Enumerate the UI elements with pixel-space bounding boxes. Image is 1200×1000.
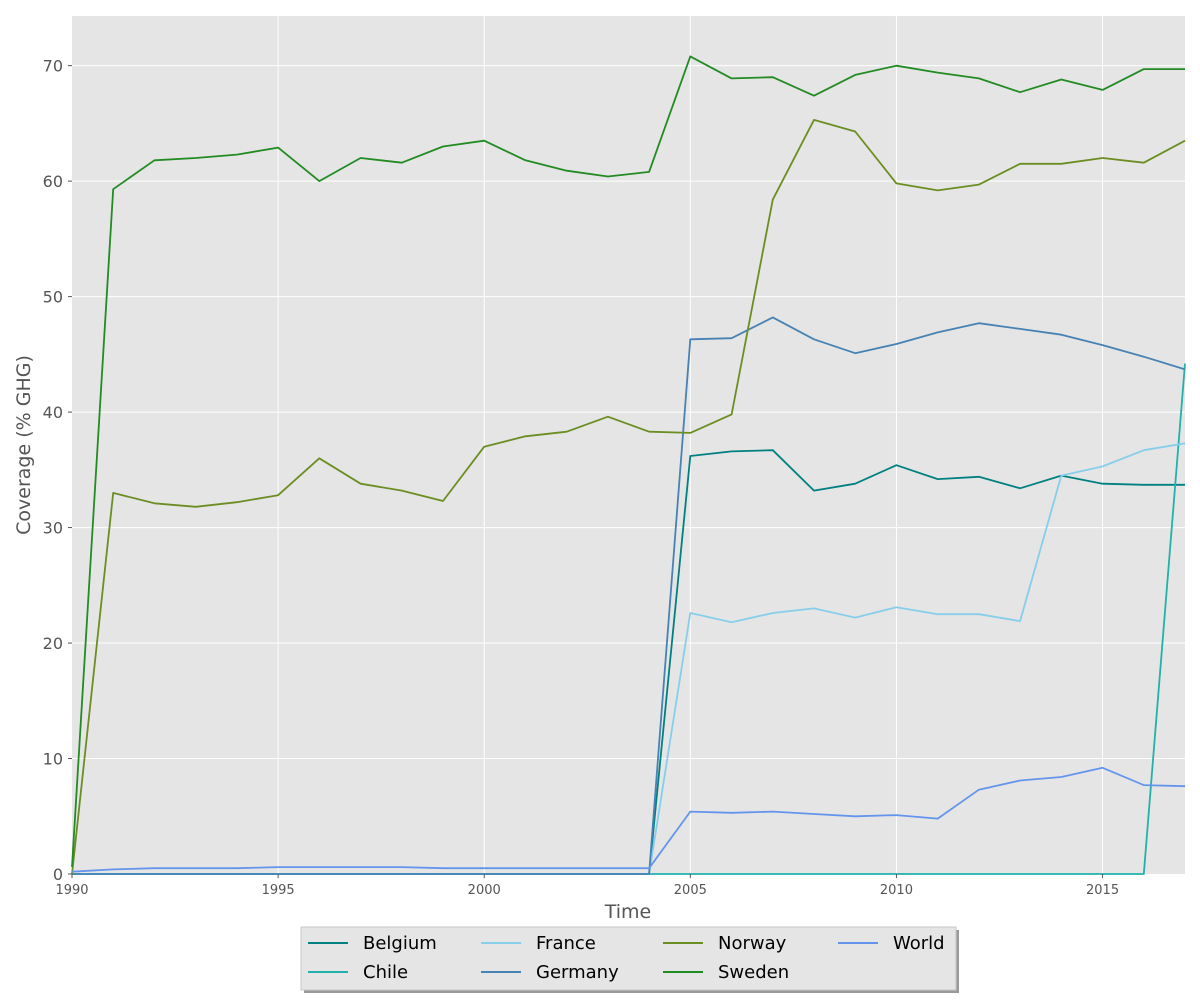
series-line-germany: [72, 316, 1186, 875]
series-line-world: [71, 766, 1186, 873]
series-line-sweden: [71, 55, 1185, 868]
y-axis-ticks: 0 10 20 30 40 50 60 70: [43, 57, 72, 884]
y-tick-label: 70: [43, 57, 63, 76]
y-tick-label: 30: [43, 519, 63, 538]
y-tick-label: 0: [53, 865, 63, 884]
legend-item-france: France: [481, 933, 596, 954]
series-lines: [71, 55, 1186, 875]
y-tick-label: 10: [43, 750, 63, 769]
legend-label: World: [893, 933, 945, 954]
legend-item-world: World: [838, 933, 945, 954]
y-tick-label: 60: [43, 172, 63, 191]
legend-item-germany: Germany: [481, 962, 619, 983]
x-axis-title: Time: [604, 901, 652, 923]
legend: Belgium Chile France Germany Norway Sweden Wor…: [300, 926, 959, 993]
legend-label: Sweden: [718, 962, 789, 983]
plot-background: [72, 16, 1185, 874]
x-tick-label: 2010: [880, 883, 913, 898]
legend-box: [300, 926, 957, 991]
legend-item-norway: Norway: [663, 933, 787, 954]
x-tick-label: 2000: [468, 883, 501, 898]
x-axis-ticks: 1990 1995 2000 2005 2010 2015: [55, 874, 1119, 898]
grid-lines: [72, 16, 1185, 874]
x-tick-label: 2015: [1086, 883, 1119, 898]
legend-item-belgium: Belgium: [308, 933, 437, 954]
legend-label: Chile: [363, 962, 408, 983]
legend-label: Norway: [718, 933, 787, 954]
y-axis-title: Coverage (% GHG): [13, 355, 35, 535]
series-line-norway: [71, 119, 1186, 875]
y-tick-label: 40: [43, 403, 63, 422]
y-tick-label: 20: [43, 634, 63, 653]
legend-label: Belgium: [363, 933, 437, 954]
legend-item-sweden: Sweden: [663, 962, 789, 983]
legend-label: Germany: [536, 962, 619, 983]
y-tick-label: 50: [43, 288, 63, 307]
legend-item-chile: Chile: [308, 962, 408, 983]
legend-label: France: [536, 933, 596, 954]
x-tick-label: 1990: [55, 883, 88, 898]
x-tick-label: 2005: [674, 883, 707, 898]
x-tick-label: 1995: [262, 883, 295, 898]
